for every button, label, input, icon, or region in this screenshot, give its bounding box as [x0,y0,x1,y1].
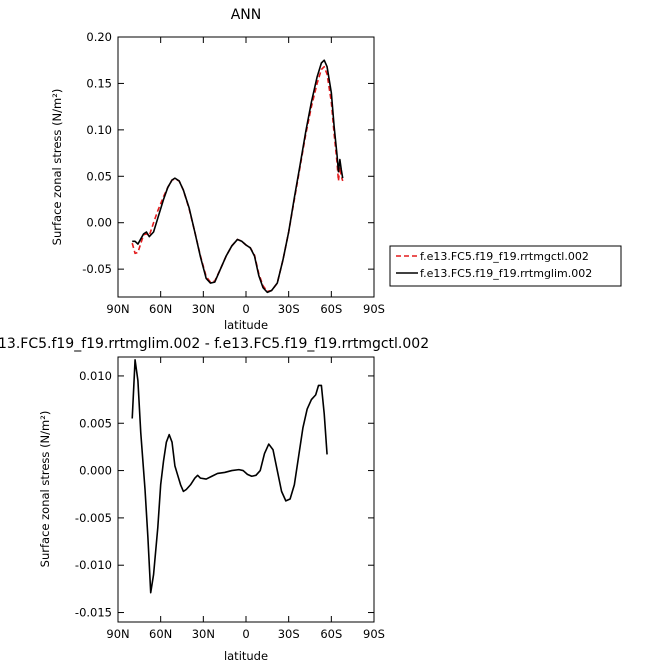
top-x-tick-label: 0 [242,302,249,316]
bottom-x-tick-label: 60S [320,627,342,641]
top-chart: ANN 0.20 0.15 0.10 0.05 0.00 -0.05 90N 60N 30N 0… [50,7,385,332]
bottom-x-tick-label: 60N [149,627,172,641]
bottom-plot-frame [117,356,375,623]
top-x-tick-label: 30S [278,302,300,316]
top-y-tick-label: 0.05 [86,169,112,183]
bottom-y-axis: 0.010 0.005 0.000 -0.005 -0.010 -0.015 [75,369,374,620]
top-y-tick-label: 0.10 [86,123,112,137]
bottom-y-tick-label: 0.010 [79,369,112,383]
top-x-tick-label: 60S [320,302,342,316]
top-chart-title: ANN [231,7,262,23]
bottom-y-tick-label: -0.005 [75,511,112,525]
bottom-x-axis: 90N 60N 30N 0 30S 60S 90S [106,357,385,641]
top-series-lines [131,59,344,294]
bottom-y-axis-title: Surface zonal stress (N/m²) [38,411,52,568]
legend: f.e13.FC5.f19_f19.rrtmgctl.002 f.e13.FC5… [389,245,622,287]
bottom-chart: 13.FC5.f19_f19.rrtmglim.002 - f.e13.FC5.… [0,336,429,663]
bottom-x-tick-label: 30S [278,627,300,641]
bottom-x-axis-title: latitude [224,649,268,663]
top-y-axis: 0.20 0.15 0.10 0.05 0.00 -0.05 [82,30,374,276]
bottom-y-tick-label: -0.010 [75,558,112,572]
top-x-tick-label: 60N [149,302,172,316]
top-y-tick-label: 0.00 [86,216,112,230]
bottom-y-tick-label: 0.000 [79,464,112,478]
bottom-x-tick-label: 90N [106,627,129,641]
top-plot-frame [117,36,375,298]
top-x-tick-label: 90S [363,302,385,316]
top-x-tick-label: 30N [192,302,215,316]
legend-label-lim: f.e13.FC5.f19_f19.rrtmglim.002 [420,267,592,280]
top-y-axis-title: Surface zonal stress (N/m²) [50,89,64,246]
bottom-series-line-0 [131,359,328,594]
top-y-tick-label: 0.20 [86,30,112,44]
top-y-tick-label: 0.15 [86,76,112,90]
bottom-series-lines [131,359,328,594]
top-x-axis: 90N 60N 30N 0 30S 60S 90S [106,37,385,316]
bottom-y-tick-label: 0.005 [79,416,112,430]
bottom-x-tick-label: 30N [192,627,215,641]
bottom-x-tick-label: 0 [242,627,249,641]
bottom-y-tick-label: -0.015 [75,606,112,620]
legend-box [389,245,622,287]
legend-label-ctl: f.e13.FC5.f19_f19.rrtmgctl.002 [420,250,589,263]
bottom-x-tick-label: 90S [363,627,385,641]
top-series-line-1 [132,59,344,294]
top-y-tick-label: -0.05 [82,262,112,276]
top-x-tick-label: 90N [106,302,129,316]
bottom-chart-title: 13.FC5.f19_f19.rrtmglim.002 - f.e13.FC5.… [0,336,429,352]
top-x-axis-title: latitude [224,318,268,332]
